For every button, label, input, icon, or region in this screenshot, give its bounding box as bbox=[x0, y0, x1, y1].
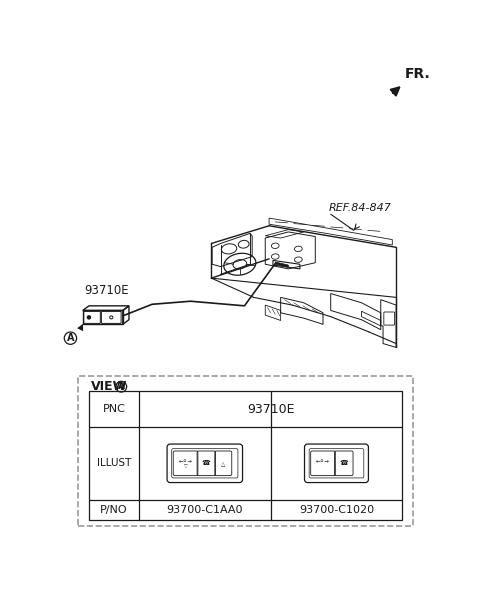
Text: ▽: ▽ bbox=[184, 465, 187, 469]
Text: ←⚪→: ←⚪→ bbox=[179, 459, 192, 464]
Text: FR.: FR. bbox=[405, 67, 431, 81]
Text: PNC: PNC bbox=[103, 404, 125, 414]
Text: 93700-C1020: 93700-C1020 bbox=[299, 505, 374, 515]
Text: 93700-C1AA0: 93700-C1AA0 bbox=[167, 505, 243, 515]
Text: △: △ bbox=[221, 461, 226, 466]
Text: ←⚪→: ←⚪→ bbox=[316, 459, 330, 464]
Text: ☎: ☎ bbox=[202, 460, 211, 466]
Text: ☎: ☎ bbox=[339, 460, 348, 466]
Text: ILLUST: ILLUST bbox=[97, 458, 131, 468]
Text: P/NO: P/NO bbox=[100, 505, 128, 515]
Text: 93710E: 93710E bbox=[247, 402, 294, 416]
Bar bbox=[89, 391, 402, 520]
Text: REF.84-847: REF.84-847 bbox=[329, 203, 392, 213]
Text: VIEW: VIEW bbox=[90, 380, 127, 393]
Text: 93710E: 93710E bbox=[84, 283, 129, 297]
Text: A: A bbox=[67, 333, 74, 343]
Circle shape bbox=[87, 316, 90, 319]
Polygon shape bbox=[275, 262, 288, 267]
Text: A: A bbox=[118, 382, 125, 391]
